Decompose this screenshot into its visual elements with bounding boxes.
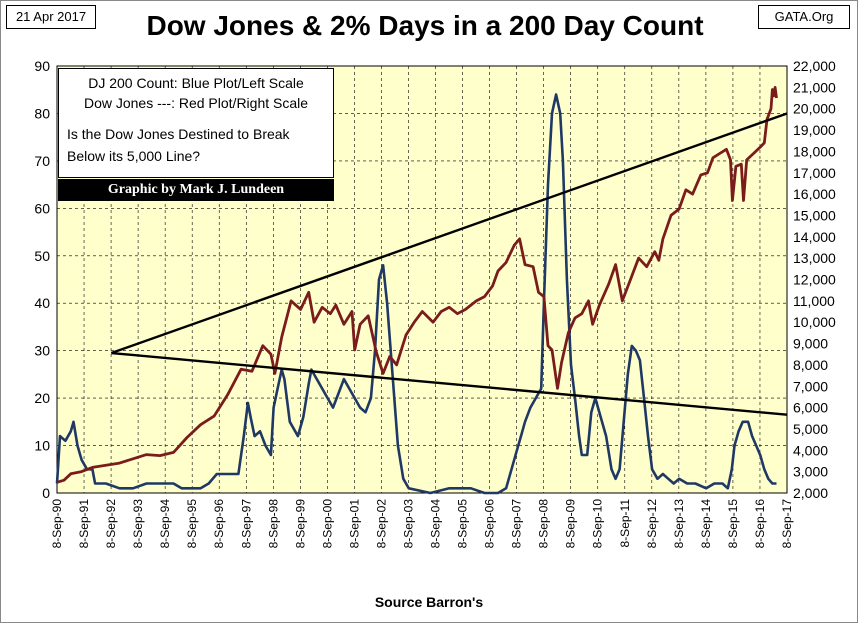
left-tick-label: 80 [34, 105, 50, 121]
x-tick-label: 8-Sep-02 [374, 499, 388, 549]
right-tick-label: 16,000 [793, 186, 836, 202]
dow-jones-line [56, 86, 778, 484]
right-tick-label: 17,000 [793, 165, 836, 181]
x-tick-label: 8-Sep-13 [672, 499, 686, 549]
x-axis-title: Source Barron's [374, 594, 484, 610]
right-tick-label: 13,000 [793, 250, 836, 266]
right-tick-label: 21,000 [793, 79, 836, 95]
right-tick-label: 8,000 [793, 357, 828, 373]
x-tick-label: 8-Sep-01 [347, 499, 361, 549]
x-tick-label: 8-Sep-04 [429, 499, 443, 549]
x-tick-label: 8-Sep-17 [780, 499, 794, 549]
right-tick-label: 15,000 [793, 207, 836, 223]
credit-bar: Graphic by Mark J. Lundeen [58, 179, 334, 201]
right-tick-label: 20,000 [793, 101, 836, 117]
x-tick-label: 8-Sep-07 [510, 499, 524, 549]
x-tick-label: 8-Sep-09 [564, 499, 578, 549]
right-tick-label: 22,000 [793, 58, 836, 74]
right-tick-label: 10,000 [793, 314, 836, 330]
x-tick-label: 8-Sep-99 [293, 499, 307, 549]
x-tick-label: 8-Sep-96 [212, 499, 226, 549]
x-tick-label: 8-Sep-08 [537, 499, 551, 549]
right-tick-label: 5,000 [793, 421, 828, 437]
legend-line-red: Dow Jones ---: Red Plot/Right Scale [83, 95, 309, 111]
legend-line-blue: DJ 200 Count: Blue Plot/Left Scale [88, 75, 304, 91]
legend-box: DJ 200 Count: Blue Plot/Left Scale Dow J… [58, 68, 334, 178]
x-tick-label: 8-Sep-12 [645, 499, 659, 549]
x-tick-label: 8-Sep-00 [320, 499, 334, 549]
x-tick-label: 8-Sep-11 [618, 499, 632, 548]
x-tick-label: 8-Sep-06 [483, 499, 497, 549]
right-tick-label: 9,000 [793, 336, 828, 352]
right-tick-label: 2,000 [793, 485, 828, 501]
right-tick-label: 4,000 [793, 442, 828, 458]
left-tick-label: 90 [34, 58, 50, 74]
x-tick-label: 8-Sep-93 [131, 499, 145, 549]
right-tick-label: 7,000 [793, 378, 828, 394]
date-label: 21 Apr 2017 [6, 5, 96, 29]
right-tick-label: 6,000 [793, 400, 828, 416]
right-tick-label: 19,000 [793, 122, 836, 138]
x-tick-label: 8-Sep-05 [456, 499, 470, 549]
x-tick-label: 8-Sep-10 [591, 499, 605, 549]
right-tick-label: 14,000 [793, 229, 836, 245]
left-tick-label: 0 [42, 485, 50, 501]
chart-title: Dow Jones & 2% Days in a 200 Day Count [146, 10, 704, 41]
upper-trendline [110, 112, 788, 355]
x-tick-label: 8-Sep-97 [239, 499, 253, 549]
left-tick-label: 40 [34, 295, 50, 311]
x-tick-label: 8-Sep-14 [699, 499, 713, 549]
x-tick-label: 8-Sep-03 [401, 499, 415, 549]
left-tick-label: 60 [34, 200, 50, 216]
left-tick-label: 10 [34, 438, 50, 454]
left-tick-label: 20 [34, 390, 50, 406]
x-tick-label: 8-Sep-98 [266, 499, 280, 549]
x-tick-label: 8-Sep-91 [77, 499, 91, 549]
lower-trendline [111, 351, 788, 416]
legend-question-line1: Is the Dow Jones Destined to Break [67, 126, 290, 142]
right-tick-label: 12,000 [793, 272, 836, 288]
x-tick-label: 8-Sep-92 [104, 499, 118, 549]
right-tick-label: 3,000 [793, 464, 828, 480]
left-tick-label: 30 [34, 343, 50, 359]
x-tick-label: 8-Sep-90 [50, 499, 64, 549]
x-tick-label: 8-Sep-94 [158, 499, 172, 549]
x-tick-label: 8-Sep-16 [753, 499, 767, 549]
right-tick-label: 11,000 [793, 293, 835, 309]
dj-200-count-line [55, 93, 777, 495]
plot-border [56, 65, 788, 494]
right-tick-label: 18,000 [793, 143, 836, 159]
legend-question-line2: Below its 5,000 Line? [67, 148, 201, 164]
x-tick-label: 8-Sep-95 [185, 499, 199, 549]
x-tick-label: 8-Sep-15 [726, 499, 740, 549]
left-tick-label: 70 [34, 153, 50, 169]
source-label: GATA.Org [758, 5, 850, 29]
left-tick-label: 50 [34, 248, 50, 264]
